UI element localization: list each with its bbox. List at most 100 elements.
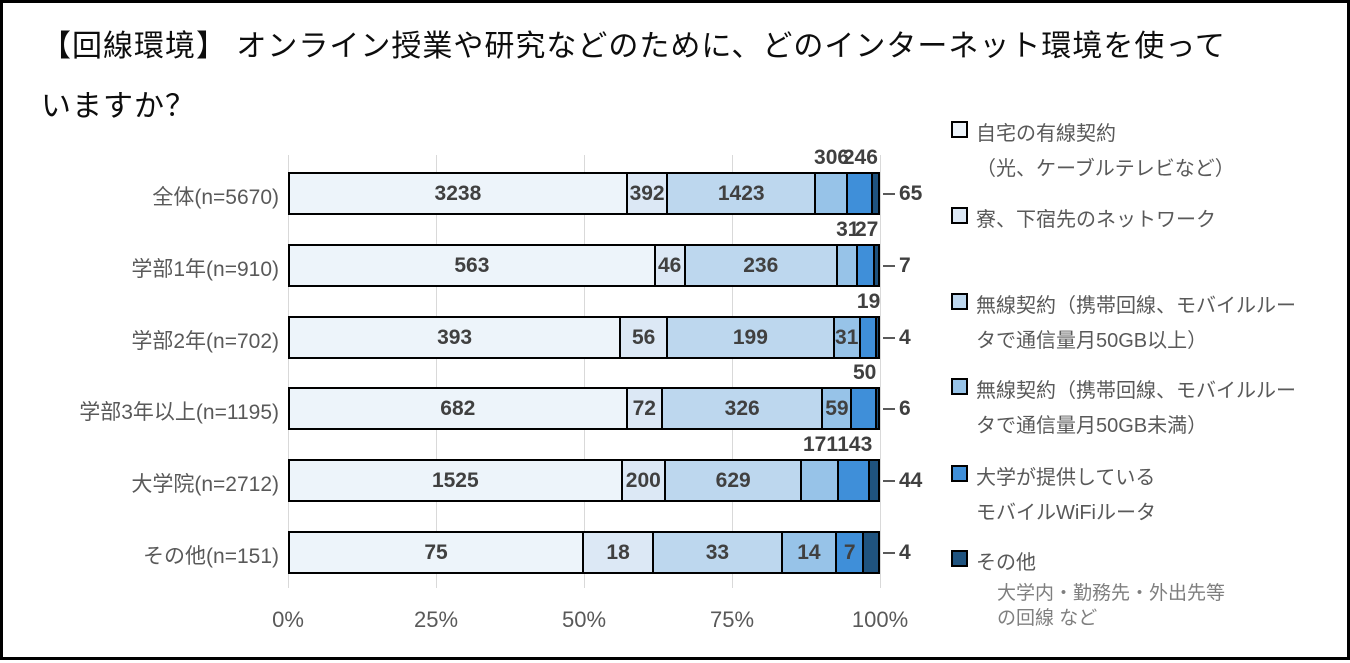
gridline [436,155,437,588]
chart-title-line-1: 【回線環境】 オンライン授業や研究などのために、どのインターネット環境を使って [41,30,1226,63]
value-label: 27 [854,218,879,241]
legend-label: 自宅の有線契約 （光、ケーブルテレビなど） [976,117,1336,187]
category-label: 全体(n=5670) [152,186,279,209]
chart-title: 【回線環境】 オンライン授業や研究などのために、どのインターネット環境を使って … [41,17,1321,137]
leader-line [883,264,895,267]
bar-row: 75 18 33 14 7 [288,531,880,574]
bar-segment [874,318,878,357]
leader-line [883,479,895,482]
legend-label: 無線契約（携帯回線、モバイルルー タで通信量月50GB未満） [976,374,1336,444]
bar-segment: 72 [625,389,661,428]
bar-segment: 629 [664,461,801,500]
value-label: 236 [743,253,779,277]
value-label: 1525 [431,468,479,492]
value-label: 326 [724,396,760,420]
value-label: 392 [629,181,665,205]
bar-segment: 56 [619,318,667,357]
value-label: 682 [440,396,476,420]
bar-segment: 75 [290,533,583,572]
legend-label: 大学が提供している モバイルWiFiルータ [976,461,1336,531]
value-label: 629 [715,468,751,492]
legend-note-line: 大学内・勤務先・外出先等 [997,583,1226,604]
legend-label-line: タで通信量月50GB未満） [976,415,1208,437]
bar-segment [856,246,874,285]
value-label: 18 [606,540,630,564]
legend-label-line: タで通信量月50GB以上） [976,330,1208,352]
legend-label-line: 自宅の有線契約 [976,123,1116,145]
legend: 自宅の有線契約 （光、ケーブルテレビなど） 寮、下宿先のネットワーク無線契約（携帯回… [951,3,1341,663]
bar-segment: 1423 [666,174,814,213]
bar-segment: 326 [661,389,822,428]
value-label: 200 [625,468,661,492]
value-label: 246 [842,146,878,169]
x-axis-tick: 25% [413,607,459,632]
legend-label-line: 寮、下宿先のネットワーク [976,209,1216,231]
value-label: 44 [899,468,923,492]
value-label: 19 [856,290,881,313]
leader-line [883,336,895,339]
legend-label-line: その他 [976,552,1036,574]
bar-segment: 7 [835,533,863,572]
bar-row: 393 56 199 31 [288,316,880,359]
bar-segment [875,389,878,428]
bar-segment: 14 [780,533,836,572]
value-label: 75 [424,540,448,564]
value-label: 199 [732,325,768,349]
leader-line [883,407,895,410]
leader-line [883,551,895,554]
bar-segment: 563 [290,246,654,285]
legend-swatch [951,207,968,224]
bar-segment: 1525 [290,461,621,500]
bar-segment: 392 [625,174,667,213]
value-label: 171 [802,433,839,456]
bar-segment [837,461,869,500]
legend-label-line: モバイルWiFiルータ [976,502,1156,524]
x-axis-tick: 0% [272,607,304,632]
legend-note: 大学内・勤務先・外出先等 の回線 など [997,581,1327,631]
gridline [584,155,585,588]
legend-label-line: （光、ケーブルテレビなど） [976,158,1235,180]
legend-swatch [951,378,968,395]
x-axis-tick: 75% [709,607,755,632]
chart-title-line-2: いますか？ [41,90,196,123]
legend-label-line: 大学が提供している [976,467,1156,489]
value-label: 31 [836,218,860,241]
bar-segment: 682 [290,389,626,428]
value-label: 306 [814,146,850,169]
bar-row: 1525 200 629 [288,459,880,502]
legend-note-line: の回線 など [997,608,1098,629]
plot-area: 306 246 65 3238 392 1423 31 27 7 563 46 236 19 4 393 56… [288,146,922,588]
leader-line [883,192,895,195]
bar-segment: 236 [683,246,836,285]
value-label: 59 [825,396,849,420]
value-label: 46 [657,253,682,277]
value-label: 6 [899,396,911,420]
bar-row: 3238 392 1423 [288,172,880,215]
bar-segment [835,246,856,285]
value-label: 3238 [434,181,482,205]
value-label: 7 [899,253,911,277]
category-label: 学部1年(n=910) [131,258,279,281]
legend-swatch [951,465,968,482]
bar-segment [868,461,878,500]
category-label: 学部3年以上(n=1195) [79,401,279,424]
bar-row: 563 46 236 [288,244,880,287]
bar-segment [871,174,878,213]
gridline [732,155,733,588]
bar-segment: 33 [652,533,781,572]
value-label: 14 [797,540,821,564]
legend-label-line: 無線契約（携帯回線、モバイルルー [976,380,1296,402]
category-label: その他(n=151) [143,545,279,568]
gridline [880,155,881,588]
bar-segment [845,174,872,213]
value-label: 7 [843,540,856,564]
legend-swatch [951,550,968,567]
bar-segment: 18 [582,533,653,572]
legend-swatch [951,293,968,310]
x-axis-tick: 100% [851,607,909,632]
value-label: 33 [705,540,730,564]
bar-segment [813,174,846,213]
bar-segment [800,461,838,500]
value-label: 1423 [717,181,765,205]
